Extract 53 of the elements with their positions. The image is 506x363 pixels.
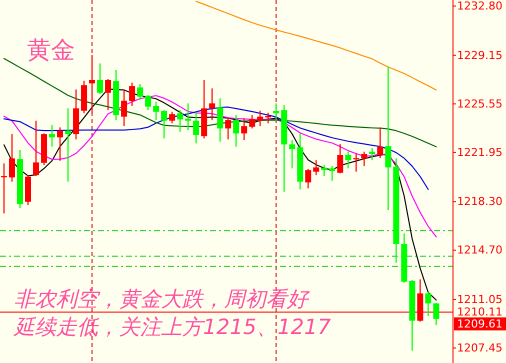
candlestick [225,116,232,140]
candlestick [65,108,72,182]
text: 1209.61 [457,317,502,330]
y-tick-label: 1211.05 [457,292,502,306]
candlestick [49,124,56,148]
candlestick [97,62,104,95]
candlestick [217,98,224,142]
candlestick [425,291,432,317]
candlestick [169,111,176,124]
candlestick [249,114,256,130]
y-tick-label: 1225.55 [457,97,502,110]
candlestick [305,168,312,189]
y-tick-label: 1207.45 [457,342,502,355]
candlestick [161,109,168,139]
candlestick [361,151,368,167]
candlestick [89,54,96,114]
candlestick [193,111,200,144]
candlestick [105,78,112,111]
candlestick [241,118,248,141]
candlestick [233,114,240,148]
y-tick-label: 1232.80 [457,0,502,13]
text: 黄金 [27,36,75,64]
candlestick [9,133,16,182]
candlestick [385,66,392,211]
candlestick [33,120,40,177]
annotation: 非农利空，黄金大跌，周初看好 [14,287,310,311]
y-tick-label: 1218.30 [457,195,502,208]
candlestick [289,139,296,169]
candlestick [129,82,136,107]
candlestick [345,151,352,169]
line-series [196,0,437,91]
candlestick [57,126,64,162]
ref-line-label: 1210.11 [457,306,502,319]
y-tick-label: 1229.15 [457,48,502,62]
candlestick [433,302,440,326]
candlestick [337,143,344,174]
candlestick [273,102,280,122]
candlestick [177,109,184,132]
y-tick-label: 1221.95 [457,146,502,159]
candlestick [353,152,360,172]
candlestick [313,160,320,176]
candlestick [377,126,384,159]
candlestick [121,88,128,127]
candlestick [153,101,160,121]
candlestick [137,83,144,101]
candlestick [145,94,152,111]
candlestick [265,112,272,124]
candlestick [257,110,264,127]
y-tick-label: 1214.70 [457,244,502,257]
candlestick [329,165,336,182]
annotation: 延续走低，关注上方1215、1217 [13,315,332,339]
candlestick [209,88,216,121]
candlestick [185,102,192,131]
